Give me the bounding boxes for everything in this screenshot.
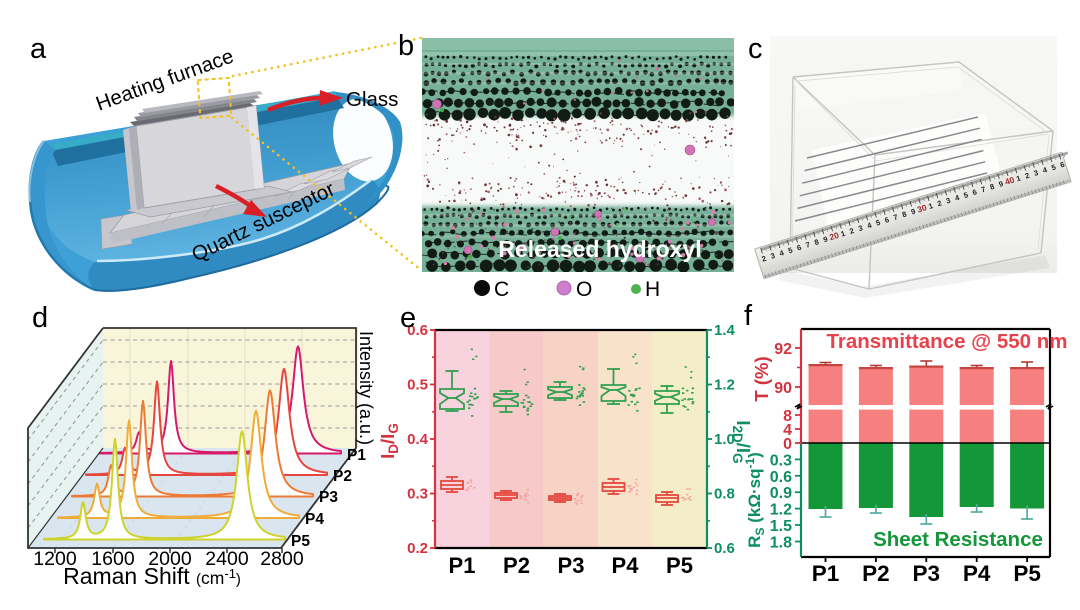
svg-text:P1: P1 — [812, 561, 840, 586]
svg-text:d: d — [32, 302, 48, 334]
svg-text:c: c — [748, 33, 763, 65]
svg-text:P4: P4 — [963, 561, 991, 586]
svg-text:4: 4 — [778, 248, 785, 258]
svg-text:7: 7 — [980, 185, 987, 195]
svg-text:P4: P4 — [612, 553, 640, 578]
svg-text:C: C — [494, 278, 509, 301]
svg-text:8: 8 — [989, 182, 996, 192]
svg-text:P3: P3 — [319, 489, 338, 506]
svg-text:8: 8 — [813, 237, 820, 247]
svg-text:Released hydroxyl: Released hydroxyl — [498, 236, 701, 262]
svg-text:1.2: 1.2 — [770, 502, 792, 519]
svg-text:P4: P4 — [305, 511, 324, 528]
svg-text:0.2: 0.2 — [407, 540, 428, 557]
svg-text:T (%): T (%) — [751, 356, 772, 401]
svg-text:8: 8 — [783, 408, 792, 425]
svg-text:P3: P3 — [913, 561, 941, 586]
svg-text:9: 9 — [822, 234, 829, 244]
svg-text:O: O — [576, 278, 592, 301]
svg-text:5: 5 — [875, 218, 882, 228]
svg-text:7: 7 — [805, 240, 812, 250]
svg-text:90: 90 — [774, 380, 792, 397]
svg-text:Transmittance @ 550 nm: Transmittance @ 550 nm — [826, 330, 1067, 353]
svg-text:1.0: 1.0 — [714, 431, 735, 448]
svg-text:20: 20 — [828, 230, 840, 242]
svg-text:0.3: 0.3 — [770, 452, 792, 469]
svg-text:1.8: 1.8 — [770, 535, 792, 552]
svg-text:1: 1 — [840, 229, 847, 239]
svg-text:2000: 2000 — [148, 548, 192, 570]
svg-text:1200: 1200 — [33, 548, 77, 570]
svg-text:0.4: 0.4 — [407, 431, 429, 448]
svg-text:0.5: 0.5 — [407, 377, 428, 394]
svg-text:P3: P3 — [558, 553, 585, 578]
svg-text:3: 3 — [1033, 168, 1040, 178]
svg-text:P5: P5 — [1013, 561, 1041, 586]
svg-text:1.2: 1.2 — [714, 377, 735, 394]
svg-text:P2: P2 — [503, 553, 530, 578]
svg-text:0.8: 0.8 — [714, 486, 735, 503]
svg-text:P2: P2 — [862, 561, 890, 586]
svg-text:a: a — [30, 33, 47, 65]
svg-text:5: 5 — [962, 190, 969, 200]
svg-text:40: 40 — [1004, 174, 1016, 186]
svg-text:6: 6 — [884, 215, 891, 225]
svg-text:3: 3 — [857, 223, 864, 233]
svg-text:1.5: 1.5 — [770, 518, 792, 535]
svg-text:0: 0 — [783, 436, 792, 453]
svg-text:Glass: Glass — [346, 88, 398, 111]
svg-text:2: 2 — [1024, 171, 1031, 181]
svg-text:9: 9 — [910, 207, 917, 217]
svg-text:0.3: 0.3 — [407, 486, 428, 503]
svg-text:4: 4 — [954, 193, 961, 203]
svg-text:6: 6 — [796, 243, 803, 253]
svg-text:2800: 2800 — [260, 548, 304, 570]
svg-text:92: 92 — [774, 341, 792, 358]
svg-text:0.6: 0.6 — [770, 469, 792, 486]
svg-text:H: H — [645, 278, 660, 301]
svg-text:P1: P1 — [449, 553, 476, 578]
svg-text:8: 8 — [901, 210, 908, 220]
svg-text:2: 2 — [848, 226, 855, 236]
svg-text:1600: 1600 — [91, 548, 135, 570]
svg-text:5: 5 — [787, 245, 794, 255]
svg-text:Sheet Resistance: Sheet Resistance — [873, 528, 1043, 551]
svg-text:2: 2 — [761, 254, 768, 264]
svg-text:f: f — [744, 300, 753, 332]
svg-text:1: 1 — [927, 201, 934, 211]
svg-text:4: 4 — [866, 220, 873, 230]
svg-text:3: 3 — [769, 251, 776, 261]
svg-text:3: 3 — [945, 196, 952, 206]
svg-text:b: b — [398, 30, 414, 62]
svg-text:5: 5 — [1050, 162, 1057, 172]
svg-text:7: 7 — [892, 212, 899, 222]
svg-text:2: 2 — [936, 198, 943, 208]
svg-text:0.6: 0.6 — [407, 322, 428, 339]
svg-text:P5: P5 — [666, 553, 693, 578]
svg-text:1: 1 — [1015, 174, 1022, 184]
svg-text:0.9: 0.9 — [770, 485, 792, 502]
svg-text:1.4: 1.4 — [714, 322, 736, 339]
svg-text:0.6: 0.6 — [714, 540, 735, 557]
svg-text:Raman Shift (cm-1): Raman Shift (cm-1) — [63, 563, 241, 589]
svg-text:P5: P5 — [291, 533, 310, 550]
svg-text:30: 30 — [916, 202, 928, 214]
svg-text:Intensity (a.u.): Intensity (a.u.) — [356, 331, 376, 445]
svg-text:6: 6 — [1059, 160, 1066, 170]
svg-text:P2: P2 — [333, 468, 352, 485]
svg-text:2400: 2400 — [205, 548, 249, 570]
svg-text:P1: P1 — [347, 447, 366, 464]
svg-text:e: e — [400, 302, 416, 334]
svg-text:4: 4 — [1041, 165, 1048, 175]
svg-text:6: 6 — [971, 187, 978, 197]
svg-text:9: 9 — [998, 179, 1005, 189]
svg-text:4: 4 — [783, 422, 792, 439]
